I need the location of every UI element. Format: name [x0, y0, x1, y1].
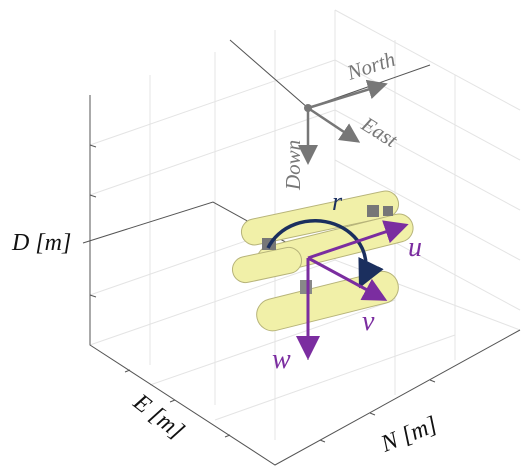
u-label: u [408, 232, 422, 263]
vehicle [230, 189, 416, 335]
v-label: v [362, 306, 375, 337]
r-label: r [332, 187, 343, 216]
d-axis-label: D [m] [11, 230, 71, 256]
east-label: East [357, 111, 403, 152]
w-label: w [272, 344, 291, 375]
n-axis-label: N [m] [377, 412, 441, 458]
ned-frame: North East Down [281, 47, 403, 191]
figure: North East Down r u v w D [m] E [m] N [m… [0, 0, 523, 466]
e-axis-label: E [m] [128, 389, 189, 445]
down-label: Down [281, 140, 305, 191]
